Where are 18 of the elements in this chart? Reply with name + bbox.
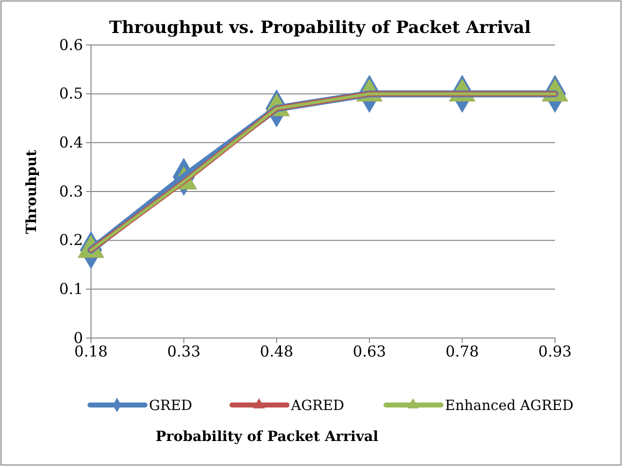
legend-label: GRED	[149, 398, 192, 414]
x-tick-label: 0.78	[445, 342, 479, 361]
y-tick-label: 0.4	[59, 133, 83, 152]
y-tick-label: 0.5	[59, 84, 83, 103]
x-tick-label: 0.18	[74, 342, 108, 361]
legend-label: AGRED	[290, 398, 344, 414]
x-tick-label: 0.48	[260, 342, 294, 361]
x-tick-label: 0.33	[167, 342, 201, 361]
y-axis-title: Throuhput	[24, 149, 40, 234]
y-tick-label: 0.2	[59, 231, 83, 250]
x-tick-label: 0.93	[538, 342, 572, 361]
y-tick-label: 0.6	[59, 36, 83, 54]
legend-label: Enhanced AGRED	[445, 398, 574, 414]
x-tick-label: 0.63	[352, 342, 386, 361]
chart-title: Throughput vs. Propability of Packet Arrival	[109, 18, 532, 38]
x-axis-title: Probability of Packet Arrival	[156, 429, 378, 445]
y-tick-label: 0.1	[59, 280, 83, 298]
y-tick-label: 0.3	[59, 182, 83, 200]
